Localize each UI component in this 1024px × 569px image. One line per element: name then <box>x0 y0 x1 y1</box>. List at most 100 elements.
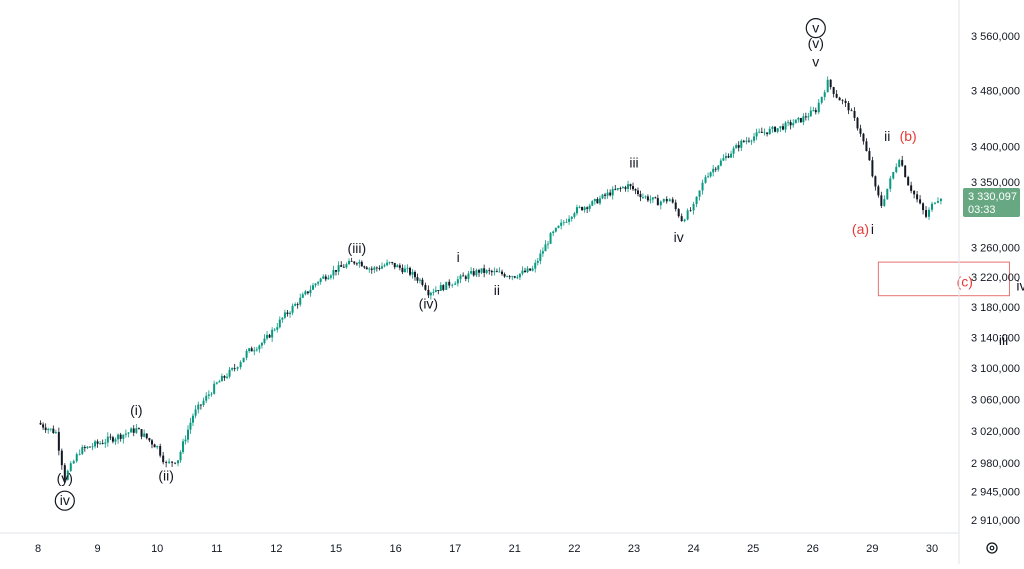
candle <box>774 125 777 133</box>
candle <box>127 431 130 438</box>
wave-label: ii <box>494 282 500 298</box>
price-axis[interactable]: 3 560,000 3 480,000 3 400,000 3 350,000 3 26… <box>971 31 1020 527</box>
candle <box>892 171 895 180</box>
candle <box>220 373 223 382</box>
candle <box>75 452 78 463</box>
candle <box>165 460 168 468</box>
candle <box>732 146 735 158</box>
candle <box>360 260 363 267</box>
candle <box>570 215 573 222</box>
candle <box>922 202 925 215</box>
price-tick-label: 3 350,000 <box>971 177 1020 189</box>
candle <box>939 197 942 205</box>
candle <box>768 126 771 135</box>
price-tick-label: 3 020,000 <box>971 426 1020 438</box>
candle <box>727 153 730 159</box>
candle <box>81 444 84 456</box>
time-axis[interactable]: 8 9 10 11 12 15 16 17 21 22 23 24 25 26 29 30 <box>35 543 938 555</box>
candle <box>393 262 396 270</box>
candle <box>314 282 317 288</box>
candle <box>472 268 475 277</box>
candle <box>524 267 527 273</box>
price-tick-label: 3 400,000 <box>971 141 1020 153</box>
candle <box>413 270 416 281</box>
candle <box>416 273 419 284</box>
time-tick-label: 26 <box>807 543 819 555</box>
candle <box>286 309 289 317</box>
candle <box>907 175 910 186</box>
candle <box>549 231 552 244</box>
candle <box>883 195 886 207</box>
candle <box>758 128 761 134</box>
candle <box>398 263 401 271</box>
candles <box>39 76 942 483</box>
wave-label: v <box>812 20 819 36</box>
candle <box>268 333 271 339</box>
candle <box>641 193 644 199</box>
target-zone-box[interactable] <box>877 261 1010 297</box>
candle <box>534 259 537 273</box>
candle <box>889 175 892 192</box>
candle <box>656 194 659 206</box>
candle <box>662 198 665 203</box>
candle <box>370 266 373 274</box>
plot-area[interactable]: (y)iv(i)(ii)(iii)(iv)iiiiiiiv5v(v)vii(b)… <box>39 0 1024 511</box>
candle <box>712 164 715 177</box>
candle <box>391 261 394 265</box>
candle <box>835 90 838 99</box>
candle <box>784 121 787 133</box>
wave-label: (v) <box>808 35 824 51</box>
candle <box>539 249 542 265</box>
candle <box>86 446 89 450</box>
price-tick-label: 3 140,000 <box>971 332 1020 344</box>
candle <box>654 196 657 199</box>
candle <box>60 448 63 470</box>
candle <box>632 182 635 191</box>
candle <box>826 76 829 93</box>
candle <box>373 265 376 274</box>
candle <box>611 186 614 200</box>
candle <box>109 433 112 440</box>
candle <box>96 439 99 448</box>
price-tick-label: 3 220,000 <box>971 272 1020 284</box>
wave-label: (i) <box>130 402 142 418</box>
candle <box>63 463 66 483</box>
candle <box>844 98 847 107</box>
candle <box>490 269 493 276</box>
time-tick-label: 8 <box>35 543 41 555</box>
candle <box>792 119 795 128</box>
price-tick-label: 3 260,000 <box>971 242 1020 254</box>
candle <box>865 138 868 152</box>
price-tick-label: 3 180,000 <box>971 302 1020 314</box>
candle <box>745 137 748 145</box>
candle <box>49 428 52 432</box>
candle <box>260 341 263 349</box>
last-price-badge: 3 330,097 03:33 <box>963 188 1020 217</box>
candle <box>807 112 810 121</box>
candle <box>521 266 524 276</box>
candle <box>586 206 589 213</box>
candle <box>646 194 649 203</box>
candle <box>683 218 686 223</box>
candle <box>386 259 389 267</box>
candle <box>516 274 519 280</box>
wave-label: (ii) <box>158 468 174 484</box>
candle <box>913 190 916 199</box>
candle <box>378 265 381 271</box>
candle <box>565 218 568 223</box>
candle <box>794 119 797 124</box>
candle <box>596 197 599 204</box>
candle <box>787 119 790 127</box>
candle <box>478 268 481 277</box>
candle <box>245 348 248 361</box>
candle <box>401 264 404 275</box>
candle <box>470 267 473 275</box>
candle <box>547 240 550 249</box>
candle <box>375 266 378 272</box>
candle <box>353 261 356 265</box>
candle <box>562 219 565 226</box>
chart-settings-button[interactable] <box>986 542 998 554</box>
candle <box>701 179 704 195</box>
candle <box>483 264 486 278</box>
